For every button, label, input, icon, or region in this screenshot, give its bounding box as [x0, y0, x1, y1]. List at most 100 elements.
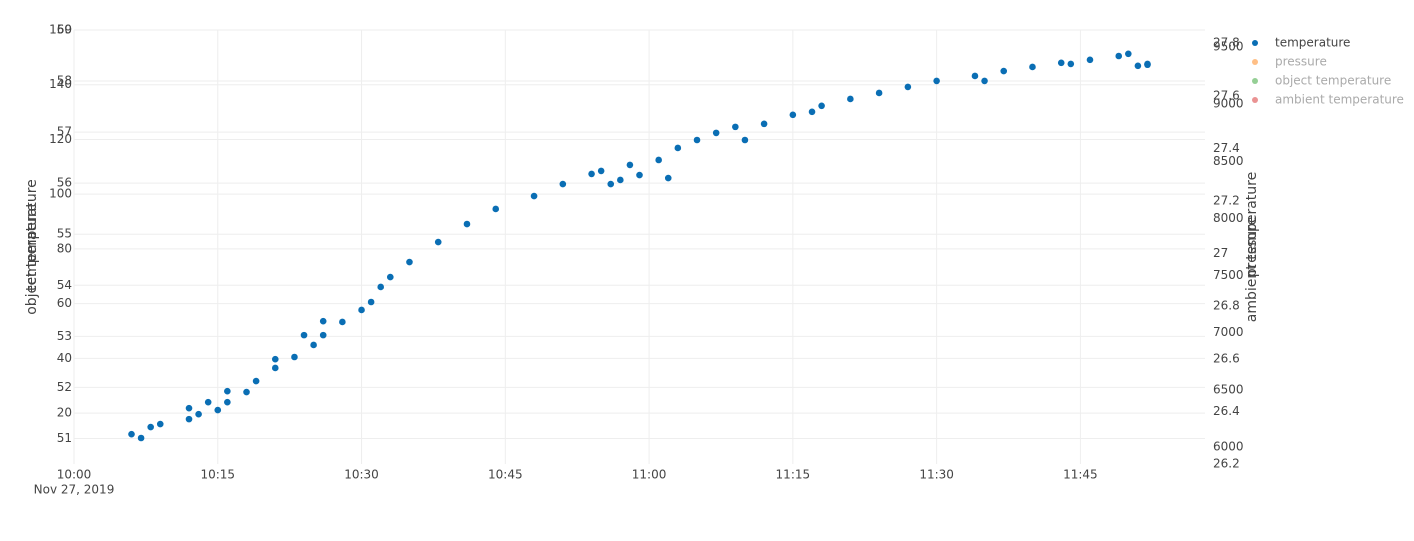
data-point [818, 102, 825, 110]
y-tick-label: 7000 [1213, 325, 1244, 339]
legend-label[interactable]: object temperature [1275, 74, 1391, 88]
y-tick-label: 140 [49, 77, 72, 91]
y-tick-label: 20 [57, 406, 72, 420]
data-point [185, 404, 193, 412]
y-tick-label: 27 [1213, 246, 1228, 260]
data-point [339, 318, 346, 326]
axis-title: ambient temperature [1244, 172, 1260, 322]
data-point [904, 83, 912, 91]
y-tick-label: 6000 [1213, 439, 1244, 453]
y-tick-label: 26.8 [1213, 299, 1240, 313]
y-tick-label: 40 [57, 351, 72, 365]
y-tick-label: 53 [57, 329, 72, 343]
data-point [137, 434, 145, 442]
data-point [463, 220, 471, 228]
y-tick-label: 27.2 [1213, 193, 1240, 207]
y-tick-label: 60 [57, 296, 72, 310]
data-point [156, 420, 164, 428]
legend-label[interactable]: ambient temperature [1275, 93, 1404, 107]
axis-title: pressure [1244, 217, 1260, 277]
legend-marker[interactable] [1252, 40, 1258, 46]
y-tick-label: 51 [57, 431, 72, 445]
y-tick-label: 27.8 [1213, 36, 1240, 50]
y-tick-label: 58 [57, 74, 72, 88]
data-point [310, 341, 317, 349]
data-point [358, 306, 365, 314]
y-tick-label: 26.4 [1213, 404, 1240, 418]
x-tick-label: 11:30 [919, 468, 954, 482]
data-point [875, 89, 883, 97]
data-point [712, 129, 720, 137]
data-point [386, 273, 394, 281]
data-point [933, 77, 940, 85]
y-tick-label: 27.4 [1213, 141, 1240, 155]
legend-marker[interactable] [1252, 59, 1258, 65]
data-point [214, 406, 222, 414]
x-tick-label: 11:00 [632, 468, 667, 482]
y-tick-label: 56 [57, 176, 72, 190]
y-tick-label: 8000 [1213, 211, 1244, 225]
data-point [636, 171, 643, 179]
legend-marker[interactable] [1252, 78, 1258, 84]
data-point [981, 77, 988, 85]
data-point [693, 136, 701, 144]
y-tick-label: 59 [57, 23, 72, 37]
y-tick-label: 26.6 [1213, 351, 1240, 365]
data-point [271, 364, 279, 372]
data-point [367, 298, 375, 306]
data-point [808, 108, 816, 116]
data-point [626, 161, 634, 169]
data-point [147, 423, 154, 431]
data-point [224, 387, 231, 395]
data-point [607, 180, 615, 188]
y-tick-label: 27.6 [1213, 88, 1240, 102]
data-point [492, 205, 500, 213]
data-point [597, 167, 605, 175]
x-tick-label: 11:15 [776, 468, 811, 482]
data-point [406, 258, 413, 266]
y-tick-label: 160 [49, 23, 72, 37]
data-point [1134, 62, 1142, 70]
y-tick-label: 80 [57, 241, 72, 255]
data-point [319, 331, 327, 339]
data-point [319, 317, 327, 325]
data-point [655, 156, 662, 164]
data-point [1115, 52, 1123, 60]
data-point [243, 388, 250, 396]
y-tick-label: 120 [49, 132, 72, 146]
y-tick-label: 26.2 [1213, 457, 1240, 471]
legend-label[interactable]: pressure [1275, 55, 1327, 69]
data-point [1029, 63, 1036, 71]
data-point [1144, 60, 1151, 68]
y-tick-label: 8500 [1213, 154, 1244, 168]
axis-title: temperature [24, 203, 40, 291]
legend-label[interactable]: temperature [1275, 36, 1350, 50]
x-tick-label: 10:00 [57, 468, 92, 482]
data-point [1000, 67, 1008, 75]
data-point [128, 430, 135, 438]
data-point [789, 111, 797, 119]
data-point [971, 72, 979, 80]
data-point [300, 331, 308, 339]
x-tick-label: 11:45 [1063, 468, 1098, 482]
data-point [185, 415, 193, 423]
data-point [291, 353, 298, 361]
data-point [741, 136, 749, 144]
data-point [434, 238, 442, 246]
legend-marker[interactable] [1252, 97, 1258, 103]
y-tick-label: 9000 [1213, 97, 1244, 111]
x-tick-label: 10:30 [344, 468, 379, 482]
data-point [1125, 50, 1132, 58]
y-tick-label: 52 [57, 380, 72, 394]
data-point [674, 144, 682, 152]
y-tick-label: 9500 [1213, 40, 1244, 54]
data-point [377, 283, 385, 291]
data-point [1086, 56, 1094, 64]
data-point [847, 95, 854, 103]
data-point [530, 192, 538, 200]
data-point [195, 410, 202, 418]
data-point [1057, 59, 1065, 67]
y-tick-label: 54 [57, 278, 72, 292]
y-tick-label: 57 [57, 125, 72, 139]
